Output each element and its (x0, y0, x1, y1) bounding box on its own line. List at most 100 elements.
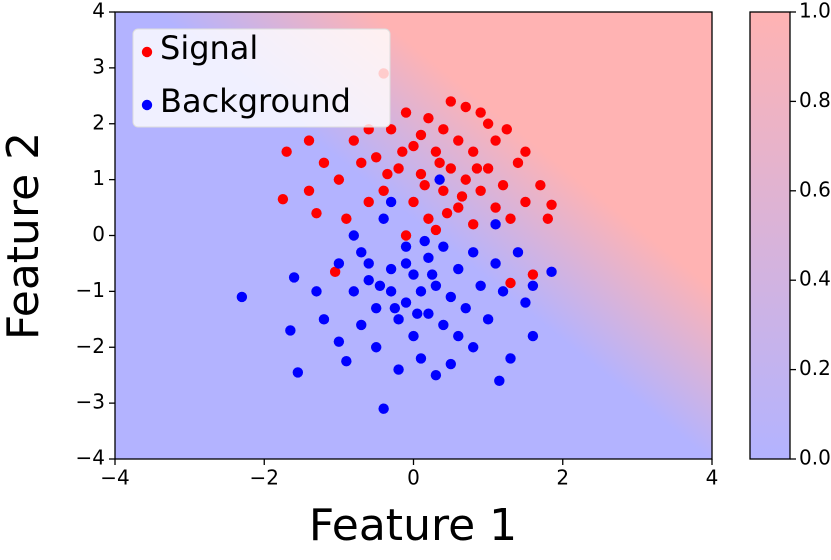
y-tick-label: −3 (76, 390, 105, 414)
legend-marker (141, 99, 153, 111)
point (460, 101, 471, 113)
colorbar-tick-label: 0.8 (799, 88, 831, 112)
point (419, 180, 430, 191)
point (490, 258, 501, 269)
point (490, 202, 501, 213)
y-tick-label: −4 (76, 446, 105, 470)
point (445, 96, 457, 107)
point (415, 286, 427, 297)
point (415, 353, 427, 364)
point (423, 112, 434, 124)
y-tick-label: −2 (76, 334, 105, 358)
point (389, 302, 401, 314)
point (400, 258, 412, 269)
point (288, 272, 300, 283)
point (318, 314, 330, 325)
x-tick-label: 0 (407, 466, 420, 490)
point (370, 302, 382, 314)
point (468, 219, 479, 230)
point (400, 297, 412, 308)
point (527, 330, 539, 342)
y-tick-label: 1 (92, 166, 105, 190)
point (292, 367, 304, 378)
point (385, 263, 397, 275)
point (423, 213, 434, 224)
x-tick-label: 4 (706, 466, 719, 490)
colorbar-tick-label: 0.0 (799, 446, 831, 470)
point (341, 356, 352, 367)
point (318, 157, 330, 169)
x-tick-label: −4 (100, 466, 129, 490)
point (385, 196, 397, 208)
point (445, 291, 457, 303)
point (445, 163, 457, 174)
point (400, 230, 412, 241)
point (363, 196, 374, 208)
point (385, 124, 397, 135)
point (438, 241, 449, 252)
point (423, 308, 434, 319)
point (236, 291, 248, 303)
point (520, 297, 531, 308)
point (419, 235, 430, 247)
point (408, 330, 419, 342)
point (497, 286, 509, 297)
point (546, 199, 557, 210)
point (341, 213, 352, 224)
point (520, 196, 531, 208)
point (333, 258, 345, 269)
point (378, 403, 389, 414)
point (385, 286, 397, 297)
point (475, 107, 486, 118)
point (527, 269, 539, 280)
points (236, 68, 557, 414)
legend (132, 28, 391, 128)
point (408, 140, 419, 152)
point (434, 157, 445, 169)
point (441, 207, 453, 219)
point (378, 185, 389, 196)
y-axis-label: Feature 2 (0, 132, 49, 340)
point (356, 247, 367, 258)
point (456, 191, 468, 202)
point (490, 135, 501, 146)
point (329, 266, 341, 278)
point (303, 135, 315, 146)
point (393, 364, 404, 375)
point (505, 353, 516, 364)
point (468, 146, 479, 157)
point (348, 135, 359, 146)
point (415, 168, 427, 180)
legend-label: Signal (160, 29, 258, 67)
point (475, 185, 486, 196)
point (281, 146, 292, 157)
point (348, 230, 359, 241)
point (501, 124, 512, 135)
point (527, 280, 539, 291)
point (415, 129, 427, 141)
point (453, 330, 464, 342)
point (460, 174, 471, 185)
point (475, 280, 486, 291)
point (430, 146, 442, 157)
point (348, 286, 359, 297)
point (438, 319, 449, 331)
point (453, 202, 464, 213)
point (512, 157, 524, 169)
point (370, 342, 382, 353)
point (408, 269, 419, 280)
point (356, 319, 367, 331)
point (430, 224, 442, 236)
point (430, 369, 442, 381)
point (505, 277, 516, 289)
point (460, 302, 471, 314)
point (363, 258, 374, 269)
point (382, 168, 393, 180)
point (445, 358, 457, 370)
point (408, 196, 419, 208)
point (453, 135, 464, 146)
point (471, 163, 483, 174)
point (505, 213, 516, 224)
point (400, 241, 412, 252)
